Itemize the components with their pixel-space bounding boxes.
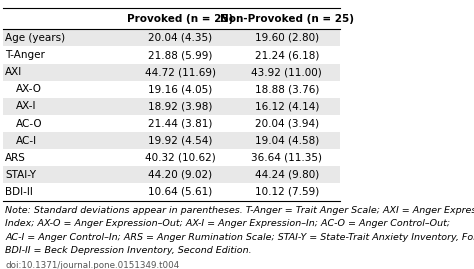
Text: BDI-II = Beck Depression Inventory, Second Edition.: BDI-II = Beck Depression Inventory, Seco… <box>5 246 252 255</box>
FancyBboxPatch shape <box>3 81 340 98</box>
Text: 36.64 (11.35): 36.64 (11.35) <box>251 153 322 163</box>
Text: AC-I: AC-I <box>16 136 36 146</box>
Text: 18.88 (3.76): 18.88 (3.76) <box>255 84 319 94</box>
Text: 20.04 (4.35): 20.04 (4.35) <box>148 33 212 43</box>
Text: BDI-II: BDI-II <box>5 187 33 197</box>
Text: 21.44 (3.81): 21.44 (3.81) <box>148 119 212 129</box>
Text: Non-Provoked (n = 25): Non-Provoked (n = 25) <box>219 13 354 23</box>
Text: 43.92 (11.00): 43.92 (11.00) <box>251 67 322 77</box>
FancyBboxPatch shape <box>3 98 340 115</box>
Text: 20.04 (3.94): 20.04 (3.94) <box>255 119 319 129</box>
Text: STAI-Y: STAI-Y <box>5 170 36 180</box>
FancyBboxPatch shape <box>3 149 340 166</box>
FancyBboxPatch shape <box>3 115 340 132</box>
FancyBboxPatch shape <box>3 63 340 81</box>
Text: Index; AX-O = Anger Expression–Out; AX-I = Anger Expression–In; AC-O = Anger Con: Index; AX-O = Anger Expression–Out; AX-I… <box>5 219 450 228</box>
FancyBboxPatch shape <box>3 29 340 47</box>
Text: 44.72 (11.69): 44.72 (11.69) <box>145 67 216 77</box>
FancyBboxPatch shape <box>3 166 340 183</box>
Text: T-Anger: T-Anger <box>5 50 45 60</box>
Text: 10.64 (5.61): 10.64 (5.61) <box>148 187 212 197</box>
Text: 44.24 (9.80): 44.24 (9.80) <box>255 170 319 180</box>
Text: AXI: AXI <box>5 67 22 77</box>
Text: Provoked (n = 25): Provoked (n = 25) <box>127 13 233 23</box>
Text: 21.24 (6.18): 21.24 (6.18) <box>255 50 319 60</box>
FancyBboxPatch shape <box>3 8 340 29</box>
Text: ARS: ARS <box>5 153 26 163</box>
Text: AX-O: AX-O <box>16 84 41 94</box>
Text: 21.88 (5.99): 21.88 (5.99) <box>148 50 212 60</box>
Text: 16.12 (4.14): 16.12 (4.14) <box>255 101 319 111</box>
Text: AX-I: AX-I <box>16 101 36 111</box>
Text: 19.60 (2.80): 19.60 (2.80) <box>255 33 319 43</box>
FancyBboxPatch shape <box>3 183 340 200</box>
Text: Age (years): Age (years) <box>5 33 65 43</box>
FancyBboxPatch shape <box>3 47 340 63</box>
Text: 18.92 (3.98): 18.92 (3.98) <box>148 101 212 111</box>
Text: 10.12 (7.59): 10.12 (7.59) <box>255 187 319 197</box>
Text: AC-I = Anger Control–In; ARS = Anger Rumination Scale; STAI-Y = State-Trait Anxi: AC-I = Anger Control–In; ARS = Anger Rum… <box>5 233 474 242</box>
Text: AC-O: AC-O <box>16 119 42 129</box>
FancyBboxPatch shape <box>3 132 340 149</box>
Text: 19.04 (4.58): 19.04 (4.58) <box>255 136 319 146</box>
Text: Note: Standard deviations appear in parentheses. T-Anger = Trait Anger Scale; AX: Note: Standard deviations appear in pare… <box>5 206 474 215</box>
Text: 40.32 (10.62): 40.32 (10.62) <box>145 153 216 163</box>
Text: doi:10.1371/journal.pone.0151349.t004: doi:10.1371/journal.pone.0151349.t004 <box>5 261 179 269</box>
Text: 19.16 (4.05): 19.16 (4.05) <box>148 84 212 94</box>
Text: 44.20 (9.02): 44.20 (9.02) <box>148 170 212 180</box>
Text: 19.92 (4.54): 19.92 (4.54) <box>148 136 212 146</box>
